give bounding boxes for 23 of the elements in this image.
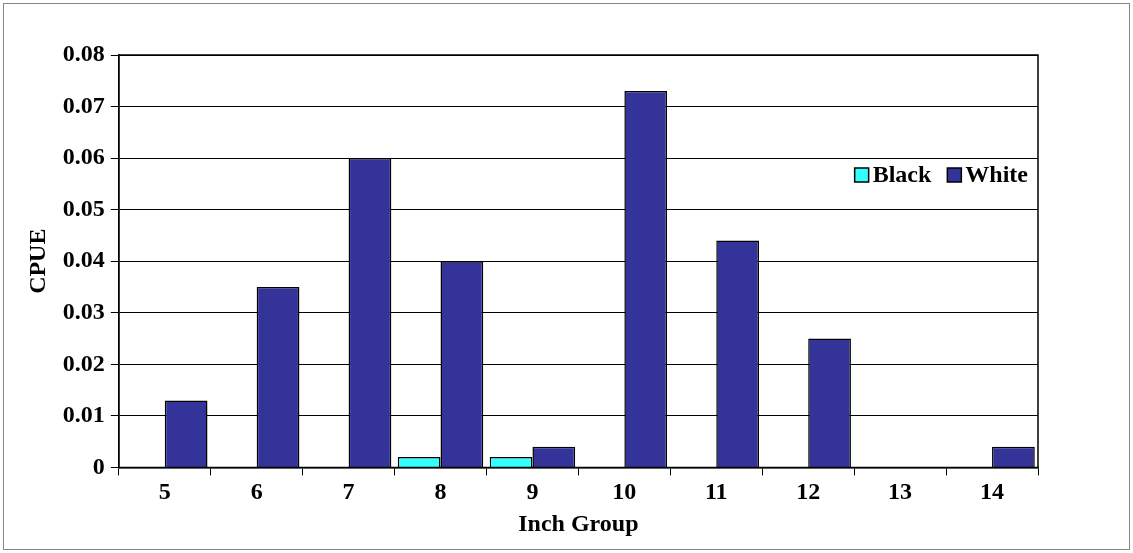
- x-tick-label: 9: [526, 478, 539, 504]
- x-tick-label: 13: [888, 478, 913, 504]
- x-tick-label: 12: [796, 478, 821, 504]
- y-tick-label: 0.01: [62, 401, 105, 428]
- y-tick-label: 0.02: [62, 349, 105, 376]
- x-tick-label: 11: [704, 478, 728, 504]
- x-tick-label: 6: [250, 478, 263, 504]
- legend-label: White: [965, 161, 1029, 188]
- y-axis-title: CPUE: [23, 228, 50, 294]
- legend-label: Black: [872, 161, 932, 188]
- y-tick-label: 0.05: [62, 194, 105, 221]
- y-tick-label: 0.06: [62, 143, 105, 170]
- x-tick-label: 14: [980, 478, 1005, 504]
- x-tick-label: 8: [434, 478, 447, 504]
- y-tick-label: 0.03: [62, 297, 105, 324]
- y-tick-label: 0.07: [62, 91, 105, 118]
- x-tick-label: 5: [158, 478, 171, 504]
- y-tick-label: 0.04: [62, 246, 105, 273]
- y-tick-label: 0.08: [62, 40, 105, 67]
- x-tick-label: 7: [342, 478, 355, 504]
- x-axis-title: Inch Group: [518, 509, 639, 536]
- y-tick-label: 0: [92, 452, 105, 479]
- x-tick-label: 10: [612, 478, 637, 504]
